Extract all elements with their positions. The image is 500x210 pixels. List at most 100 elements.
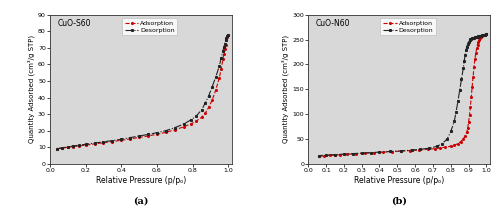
Adsorption — [407, 149, 413, 152]
Adsorption — [209, 99, 215, 101]
Desorption — [452, 120, 458, 122]
Desorption — [470, 37, 476, 39]
Adsorption — [100, 142, 106, 144]
X-axis label: Relative Pressure (p/pₒ): Relative Pressure (p/pₒ) — [354, 176, 444, 185]
Desorption — [218, 56, 224, 59]
Desorption — [100, 140, 106, 143]
Adsorption — [326, 154, 332, 157]
Desorption — [220, 50, 226, 52]
Adsorption — [470, 76, 476, 78]
Desorption — [368, 151, 374, 154]
Desorption — [482, 33, 488, 35]
Adsorption — [371, 151, 377, 154]
Adsorption — [65, 146, 71, 148]
Desorption — [110, 139, 116, 142]
Adsorption — [442, 146, 448, 148]
Desorption — [476, 35, 482, 37]
Adsorption — [482, 33, 488, 35]
Adsorption — [206, 106, 212, 109]
Adsorption — [354, 152, 360, 155]
Adsorption — [110, 140, 116, 143]
Desorption — [426, 147, 432, 149]
Desorption — [222, 39, 228, 42]
Adsorption — [466, 121, 471, 123]
Adsorption — [432, 147, 438, 150]
Line: Adsorption: Adsorption — [56, 34, 229, 150]
Adsorption — [362, 152, 368, 154]
Desorption — [474, 35, 480, 38]
Desorption — [193, 115, 199, 117]
Adsorption — [316, 155, 322, 158]
Desorption — [76, 144, 82, 147]
Desorption — [65, 146, 71, 148]
Desorption — [358, 152, 364, 154]
Desorption — [209, 85, 215, 88]
Adsorption — [136, 136, 142, 139]
Desorption — [462, 54, 468, 57]
Adsorption — [437, 147, 443, 149]
Adsorption — [127, 138, 133, 140]
Desorption — [222, 42, 228, 45]
Desorption — [461, 60, 467, 63]
Adsorption — [118, 139, 124, 142]
Adsorption — [154, 133, 160, 136]
Desorption — [474, 35, 480, 38]
Adsorption — [338, 154, 344, 156]
Desorption — [460, 67, 466, 70]
Desorption — [70, 145, 76, 147]
Adsorption — [472, 58, 478, 61]
Desorption — [439, 143, 445, 145]
Desorption — [464, 42, 470, 45]
Adsorption — [478, 36, 484, 38]
Adsorption — [474, 43, 480, 46]
Line: Desorption: Desorption — [56, 34, 229, 149]
Adsorption — [332, 154, 338, 156]
Adsorption — [416, 149, 422, 151]
Adsorption — [163, 131, 169, 134]
Text: (b): (b) — [391, 197, 407, 206]
Adsorption — [484, 33, 490, 35]
Desorption — [471, 36, 477, 39]
Adsorption — [145, 135, 151, 137]
Adsorption — [468, 105, 473, 108]
Adsorption — [54, 148, 60, 150]
Adsorption — [344, 153, 350, 156]
Desorption — [206, 95, 212, 97]
Desorption — [202, 102, 208, 105]
Adsorption — [460, 138, 466, 140]
Adsorption — [462, 135, 468, 137]
Adsorption — [477, 37, 483, 39]
Adsorption — [222, 47, 228, 50]
Adsorption — [70, 145, 76, 148]
Desorption — [456, 89, 462, 92]
Adsorption — [216, 76, 222, 79]
Line: Adsorption: Adsorption — [318, 33, 488, 157]
Desorption — [350, 152, 356, 155]
Text: CuO-S60: CuO-S60 — [58, 19, 91, 28]
Adsorption — [220, 58, 226, 61]
Desorption — [224, 37, 230, 39]
Adsorption — [218, 68, 224, 71]
Desorption — [479, 34, 485, 37]
Desorption — [224, 35, 230, 38]
Desorption — [472, 36, 478, 39]
Desorption — [180, 123, 186, 125]
Desorption — [480, 34, 486, 36]
Desorption — [398, 150, 404, 152]
Desorption — [481, 34, 487, 36]
Y-axis label: Quantity Adsorbed (cm³/g STP): Quantity Adsorbed (cm³/g STP) — [28, 35, 35, 143]
Adsorption — [380, 151, 386, 153]
Y-axis label: Quantity Adsorbed (cm³/g STP): Quantity Adsorbed (cm³/g STP) — [282, 35, 290, 143]
Desorption — [323, 154, 329, 156]
Adsorption — [464, 131, 470, 133]
Text: (a): (a) — [133, 197, 148, 206]
Text: CuO-N60: CuO-N60 — [316, 19, 350, 28]
Adsorption — [458, 140, 464, 143]
Adsorption — [202, 112, 208, 114]
Adsorption — [321, 155, 327, 157]
Desorption — [145, 133, 151, 136]
Desorption — [92, 142, 98, 144]
Adsorption — [188, 123, 194, 125]
Desorption — [172, 126, 178, 129]
Desorption — [448, 130, 454, 133]
